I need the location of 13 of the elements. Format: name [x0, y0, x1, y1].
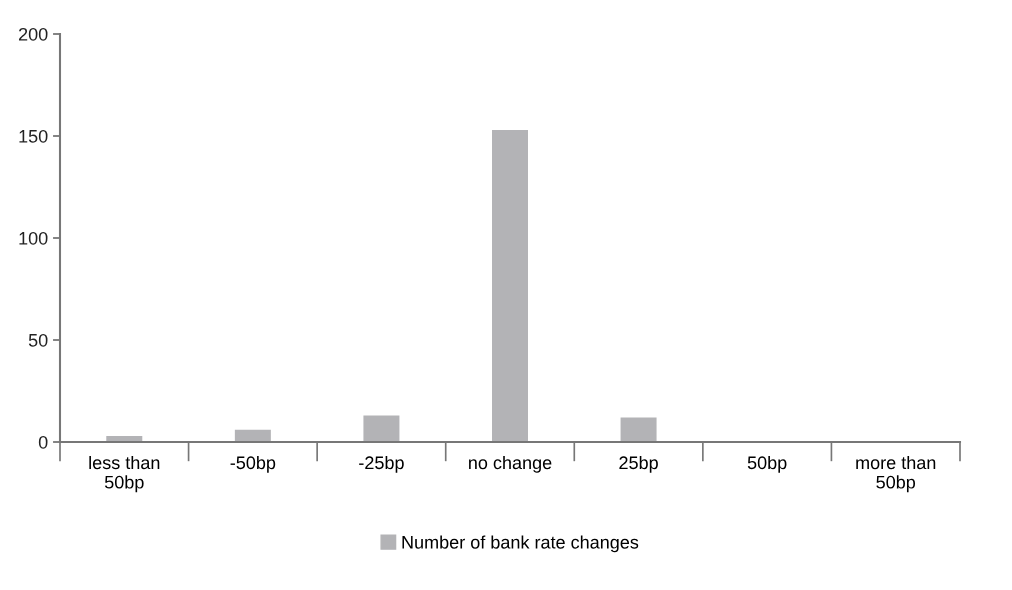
y-tick-label: 150: [19, 129, 48, 143]
y-tick-label: 0: [38, 435, 48, 449]
x-tick-label: less than 50bp: [89, 455, 160, 493]
x-tick-label: no change: [469, 455, 552, 473]
y-tick-label: 50: [28, 333, 48, 347]
x-tick-label: 25bp: [619, 455, 658, 473]
x-tick-label: more than 50bp: [856, 455, 936, 493]
y-tick-label: 100: [19, 231, 48, 245]
x-tick-label: 50bp: [747, 455, 787, 473]
x-tick-label: -50bp: [230, 455, 276, 473]
y-tick-label: 200: [18, 27, 48, 41]
x-tick-label: -25bp: [359, 455, 404, 473]
legend-label: Number of bank rate changes: [402, 535, 639, 553]
